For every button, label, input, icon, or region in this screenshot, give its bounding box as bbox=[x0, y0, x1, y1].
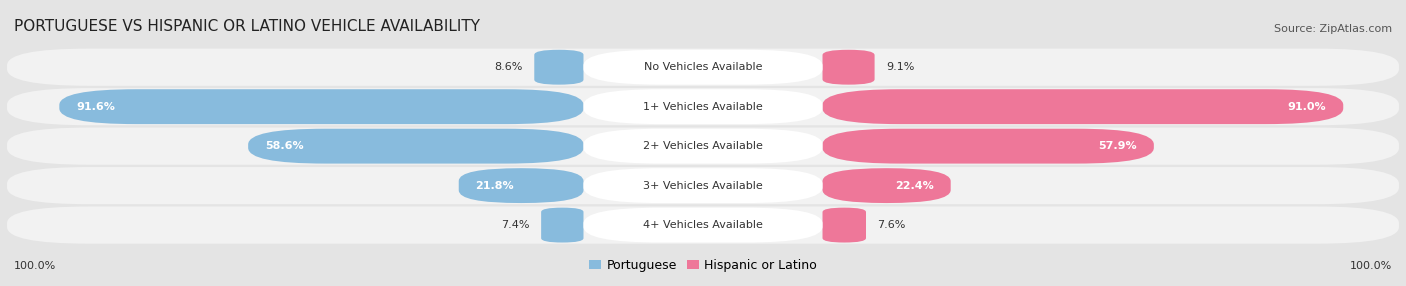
Text: 7.4%: 7.4% bbox=[502, 220, 530, 230]
FancyBboxPatch shape bbox=[541, 208, 583, 243]
Text: 4+ Vehicles Available: 4+ Vehicles Available bbox=[643, 220, 763, 230]
Text: PORTUGUESE VS HISPANIC OR LATINO VEHICLE AVAILABILITY: PORTUGUESE VS HISPANIC OR LATINO VEHICLE… bbox=[14, 19, 479, 34]
Text: 91.0%: 91.0% bbox=[1288, 102, 1326, 112]
Text: 3+ Vehicles Available: 3+ Vehicles Available bbox=[643, 181, 763, 190]
Legend: Portuguese, Hispanic or Latino: Portuguese, Hispanic or Latino bbox=[583, 254, 823, 277]
Text: 91.6%: 91.6% bbox=[76, 102, 115, 112]
FancyBboxPatch shape bbox=[823, 89, 1343, 124]
Text: 58.6%: 58.6% bbox=[264, 141, 304, 151]
FancyBboxPatch shape bbox=[534, 50, 583, 85]
FancyBboxPatch shape bbox=[823, 129, 1154, 164]
FancyBboxPatch shape bbox=[7, 206, 1399, 244]
Text: 22.4%: 22.4% bbox=[896, 181, 934, 190]
FancyBboxPatch shape bbox=[583, 129, 823, 164]
FancyBboxPatch shape bbox=[7, 167, 1399, 204]
FancyBboxPatch shape bbox=[823, 208, 866, 243]
Text: Source: ZipAtlas.com: Source: ZipAtlas.com bbox=[1274, 24, 1392, 34]
Text: 8.6%: 8.6% bbox=[495, 62, 523, 72]
FancyBboxPatch shape bbox=[458, 168, 583, 203]
FancyBboxPatch shape bbox=[823, 168, 950, 203]
FancyBboxPatch shape bbox=[7, 88, 1399, 125]
FancyBboxPatch shape bbox=[823, 50, 875, 85]
Text: No Vehicles Available: No Vehicles Available bbox=[644, 62, 762, 72]
Text: 7.6%: 7.6% bbox=[877, 220, 905, 230]
FancyBboxPatch shape bbox=[583, 50, 823, 85]
FancyBboxPatch shape bbox=[7, 128, 1399, 165]
Text: 57.9%: 57.9% bbox=[1098, 141, 1137, 151]
FancyBboxPatch shape bbox=[583, 208, 823, 243]
FancyBboxPatch shape bbox=[59, 89, 583, 124]
Text: 2+ Vehicles Available: 2+ Vehicles Available bbox=[643, 141, 763, 151]
FancyBboxPatch shape bbox=[7, 49, 1399, 86]
Text: 21.8%: 21.8% bbox=[475, 181, 515, 190]
Text: 100.0%: 100.0% bbox=[14, 261, 56, 271]
Text: 9.1%: 9.1% bbox=[886, 62, 914, 72]
FancyBboxPatch shape bbox=[247, 129, 583, 164]
FancyBboxPatch shape bbox=[583, 89, 823, 124]
Text: 100.0%: 100.0% bbox=[1350, 261, 1392, 271]
Text: 1+ Vehicles Available: 1+ Vehicles Available bbox=[643, 102, 763, 112]
FancyBboxPatch shape bbox=[583, 168, 823, 203]
